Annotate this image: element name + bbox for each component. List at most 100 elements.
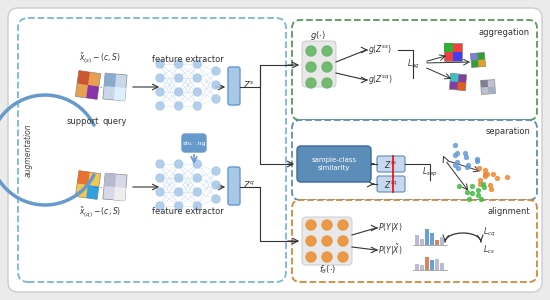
Circle shape: [306, 78, 316, 88]
Circle shape: [322, 46, 332, 56]
Text: $\tilde{x}_{(q)}-(c,S)$: $\tilde{x}_{(q)}-(c,S)$: [79, 205, 121, 219]
Text: $Z^s$: $Z^s$: [243, 80, 255, 91]
Bar: [457, 82, 466, 91]
Circle shape: [306, 220, 316, 230]
Circle shape: [212, 195, 220, 203]
Circle shape: [156, 102, 164, 110]
Point: [480, 185, 489, 190]
Circle shape: [322, 78, 332, 88]
Bar: [453, 52, 462, 61]
Circle shape: [306, 62, 316, 72]
Point: [472, 157, 481, 161]
Bar: [481, 80, 496, 94]
Point: [480, 173, 489, 178]
Circle shape: [194, 88, 201, 96]
Bar: [435, 259, 439, 270]
Bar: [430, 260, 434, 270]
Circle shape: [212, 81, 220, 89]
Point: [450, 163, 459, 167]
Bar: [104, 73, 116, 87]
Bar: [103, 73, 127, 101]
Circle shape: [175, 174, 183, 182]
FancyBboxPatch shape: [292, 120, 537, 200]
Bar: [430, 233, 434, 245]
Circle shape: [212, 167, 220, 175]
Circle shape: [194, 160, 201, 168]
Circle shape: [156, 160, 164, 168]
Text: feature extractor: feature extractor: [152, 208, 224, 217]
Point: [463, 165, 471, 170]
Point: [468, 184, 477, 188]
Bar: [449, 73, 466, 91]
Point: [479, 182, 488, 186]
Circle shape: [156, 174, 164, 182]
Point: [453, 150, 462, 155]
Text: $P(Y|X)$: $P(Y|X)$: [378, 221, 403, 235]
Point: [486, 183, 494, 188]
FancyBboxPatch shape: [377, 176, 405, 192]
Point: [487, 186, 496, 191]
Bar: [444, 43, 462, 61]
Circle shape: [156, 88, 164, 96]
Point: [450, 152, 459, 157]
Text: $L_{ag}$: $L_{ag}$: [406, 57, 419, 70]
Point: [467, 191, 476, 196]
Circle shape: [338, 236, 348, 246]
Bar: [425, 257, 429, 270]
Point: [473, 159, 482, 164]
Bar: [420, 265, 424, 270]
Circle shape: [175, 88, 183, 96]
Point: [455, 184, 464, 188]
Point: [465, 196, 474, 201]
Point: [461, 154, 470, 159]
Point: [461, 151, 470, 156]
Bar: [75, 70, 101, 99]
Circle shape: [156, 74, 164, 82]
Bar: [420, 238, 424, 245]
Text: $\tilde{x}_{(s)}-(c,S)$: $\tilde{x}_{(s)}-(c,S)$: [79, 52, 121, 66]
Point: [493, 176, 502, 181]
Text: $g(Z^{ss})$: $g(Z^{ss})$: [368, 44, 392, 56]
FancyBboxPatch shape: [228, 167, 240, 205]
Bar: [104, 173, 116, 187]
FancyBboxPatch shape: [302, 217, 352, 265]
Bar: [440, 237, 444, 245]
Text: augmentation: augmentation: [24, 123, 32, 177]
Bar: [114, 87, 126, 101]
Text: support: support: [67, 118, 99, 127]
Point: [476, 197, 485, 202]
Bar: [86, 185, 99, 200]
Point: [474, 188, 482, 192]
Text: $g(Z^{sq})$: $g(Z^{sq})$: [368, 74, 393, 86]
Circle shape: [194, 202, 201, 210]
Circle shape: [338, 252, 348, 262]
FancyBboxPatch shape: [377, 156, 405, 172]
FancyBboxPatch shape: [8, 8, 542, 292]
Circle shape: [175, 102, 183, 110]
FancyBboxPatch shape: [297, 146, 371, 182]
Point: [502, 175, 511, 179]
Text: $f_\theta(\cdot)$: $f_\theta(\cdot)$: [320, 264, 337, 276]
Bar: [440, 263, 444, 270]
Circle shape: [322, 236, 332, 246]
Point: [475, 165, 483, 170]
Circle shape: [175, 202, 183, 210]
Circle shape: [156, 188, 164, 196]
Bar: [435, 240, 439, 245]
Point: [475, 182, 484, 187]
Text: sharing: sharing: [182, 140, 206, 146]
Circle shape: [175, 160, 183, 168]
Bar: [415, 264, 419, 270]
Point: [454, 166, 463, 171]
Text: $Z^{sq}$: $Z^{sq}$: [384, 178, 398, 190]
Circle shape: [175, 60, 183, 68]
Bar: [488, 87, 496, 94]
Bar: [77, 171, 90, 185]
FancyBboxPatch shape: [292, 200, 537, 282]
Circle shape: [194, 188, 201, 196]
Text: $L_{sep}$: $L_{sep}$: [422, 165, 438, 178]
Point: [483, 171, 492, 176]
Point: [463, 190, 472, 195]
Text: $Z^{ss}$: $Z^{ss}$: [384, 158, 398, 169]
Circle shape: [212, 67, 220, 75]
